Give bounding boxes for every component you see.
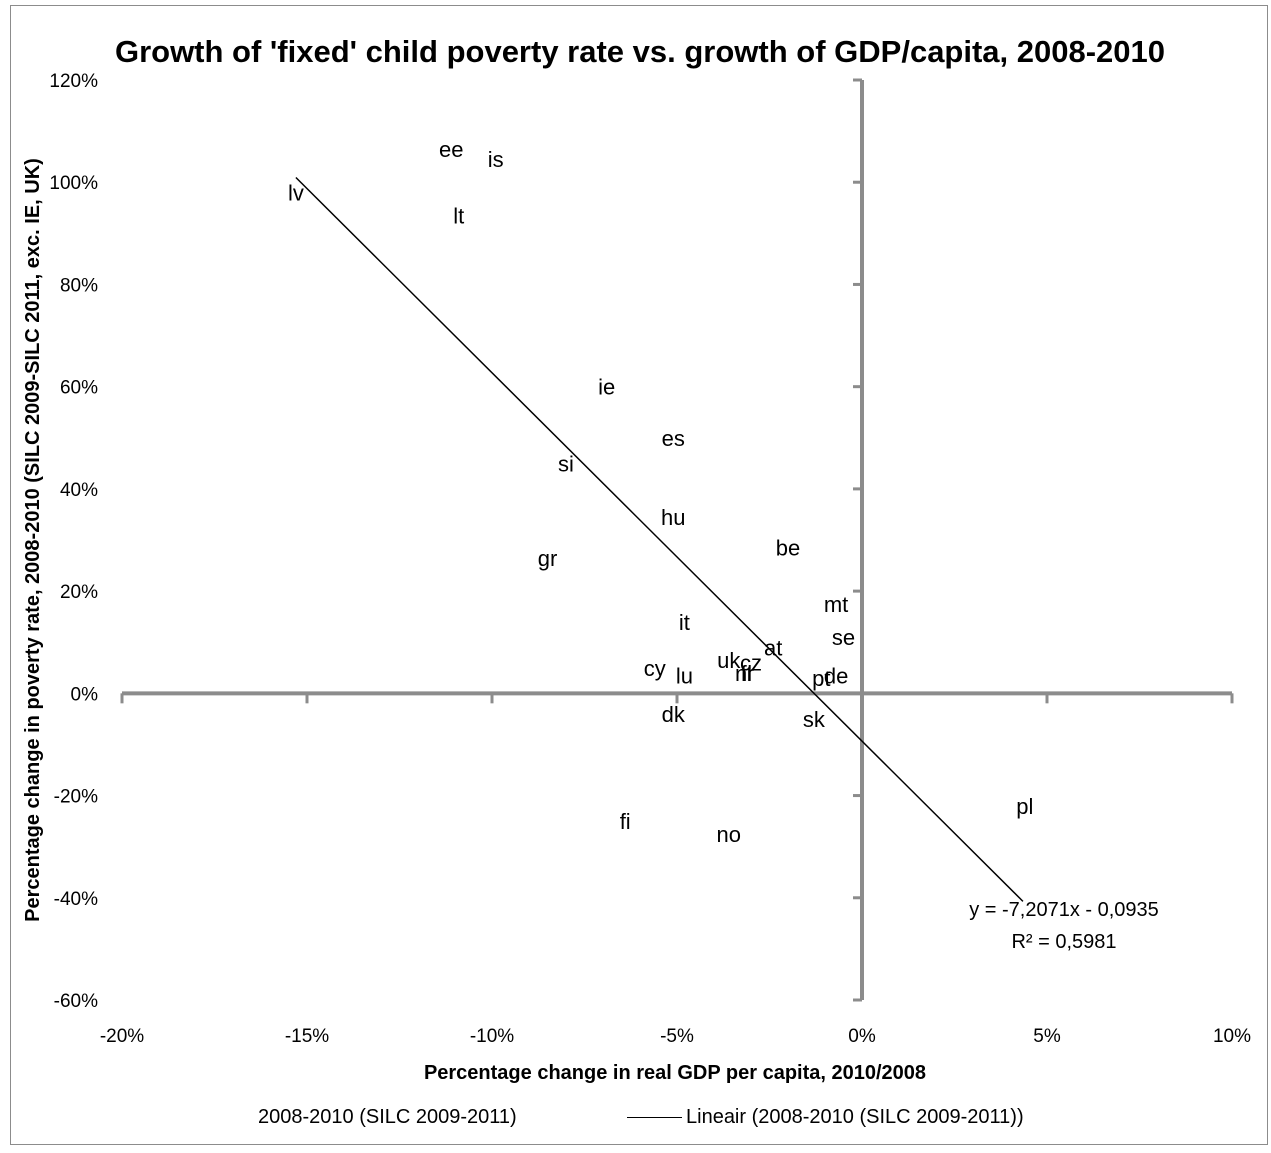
chart-title: Growth of 'fixed' child poverty rate vs.… [114,34,1166,69]
legend-line-swatch [627,1117,682,1119]
y-tick-label: -60% [54,991,98,1012]
trendline-r-squared: R² = 0,5981 [1011,931,1116,953]
data-point-de: de [824,663,848,688]
data-point-sk: sk [803,707,826,732]
x-axis-label: Percentage change in real GDP per capita… [423,1062,927,1084]
data-point-es: es [662,426,685,451]
data-point-at: at [764,635,782,660]
data-point-gr: gr [538,546,558,571]
legend-entry-scatter: 2008-2010 (SILC 2009-2011) [258,1106,517,1128]
y-tick-label: -40% [54,889,98,910]
data-point-lu: lu [676,663,693,688]
x-tick-label: -10% [470,1026,514,1047]
data-point-no: no [717,822,741,847]
data-point-nl: nl [735,661,752,686]
data-point-dk: dk [662,702,686,727]
trendline [295,176,1024,902]
y-tick-label: 0% [71,684,99,705]
data-point-mt: mt [824,592,848,617]
legend-entry-trendline: Lineair (2008-2010 (SILC 2009-2011)) [627,1106,1024,1129]
x-tick-label: 0% [848,1026,876,1047]
x-tick-label: 5% [1033,1026,1061,1047]
data-point-fi: fi [620,809,631,834]
data-point-hu: hu [661,505,685,530]
trendline-equation: y = -7,2071x - 0,0935 [969,899,1159,921]
data-point-fr: fr [741,661,754,686]
data-point-is: is [488,147,504,172]
x-tick-label: 10% [1213,1026,1251,1047]
tick-labels: -20% -15% -10% -5% 0% 5% 10% -60% -40% -20% 0% 20% 4… [49,71,1251,1047]
data-point-ee: ee [439,137,463,162]
data-point-cy: cy [644,656,666,681]
y-tick-label: -20% [54,787,98,808]
data-point-cz: cz [740,651,762,676]
data-point-pt: pt [812,666,830,691]
y-tick-label: 80% [60,275,98,296]
y-tick-label: 120% [49,71,98,92]
y-tick-label: 20% [60,582,98,603]
data-point-pl: pl [1016,794,1033,819]
y-tick-label: 40% [60,480,98,501]
axes [120,78,1234,1002]
data-point-ie: ie [598,375,615,400]
trendline-line [295,176,1024,902]
y-tick-label: 100% [49,173,98,194]
data-point-se: se [832,625,855,650]
chart-frame [10,5,1268,1145]
data-point-si: si [558,451,574,476]
x-tick-label: -20% [100,1026,144,1047]
y-axis-label: Percentage change in poverty rate, 2008-… [22,158,44,922]
y-tick-label: 60% [60,378,98,399]
data-point-uk: uk [717,648,741,673]
legend: 2008-2010 (SILC 2009-2011) Lineair (2008… [0,1106,1271,1132]
legend-trendline-label: Lineair (2008-2010 (SILC 2009-2011)) [686,1106,1024,1128]
data-point-be: be [776,536,800,561]
data-point-it: it [679,610,690,635]
x-tick-label: -5% [660,1026,694,1047]
data-point-lt: lt [453,203,464,228]
data-point-lv: lv [288,180,304,205]
x-tick-label: -15% [285,1026,329,1047]
